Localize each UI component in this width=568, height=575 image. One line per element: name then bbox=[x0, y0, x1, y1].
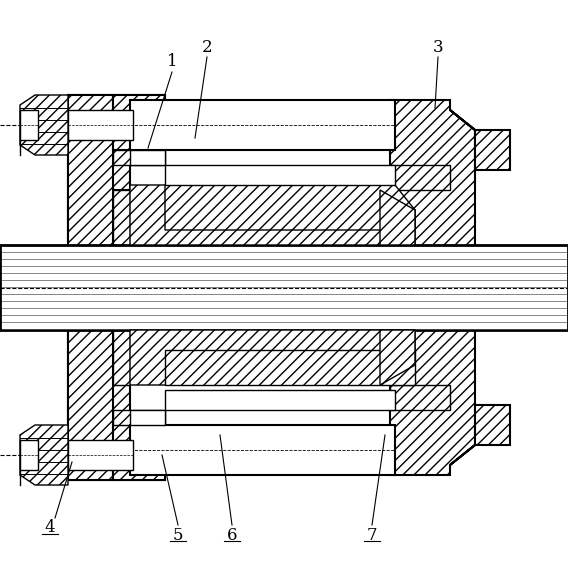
Bar bbox=[165, 390, 395, 410]
Polygon shape bbox=[113, 330, 130, 385]
Polygon shape bbox=[380, 330, 415, 385]
Polygon shape bbox=[380, 190, 415, 245]
Polygon shape bbox=[20, 95, 68, 155]
Polygon shape bbox=[165, 350, 415, 385]
Bar bbox=[20, 110, 38, 140]
Text: 3: 3 bbox=[433, 39, 443, 56]
Polygon shape bbox=[165, 185, 415, 230]
Text: 5: 5 bbox=[173, 527, 183, 543]
Bar bbox=[130, 425, 395, 475]
Polygon shape bbox=[450, 405, 510, 465]
Polygon shape bbox=[113, 150, 165, 165]
Text: 7: 7 bbox=[367, 527, 377, 543]
Bar bbox=[165, 165, 395, 185]
Polygon shape bbox=[130, 330, 415, 385]
Bar bbox=[68, 95, 113, 480]
Polygon shape bbox=[390, 385, 450, 410]
Bar bbox=[130, 100, 395, 150]
Polygon shape bbox=[113, 410, 165, 425]
Bar bbox=[68, 440, 133, 470]
Bar bbox=[0, 245, 568, 330]
Text: 2: 2 bbox=[202, 39, 212, 56]
Polygon shape bbox=[450, 110, 510, 170]
Polygon shape bbox=[113, 425, 165, 480]
Polygon shape bbox=[68, 95, 165, 480]
Text: 1: 1 bbox=[166, 53, 177, 71]
Bar bbox=[68, 110, 133, 140]
Bar bbox=[130, 150, 165, 165]
Bar bbox=[20, 440, 38, 470]
Polygon shape bbox=[390, 165, 450, 190]
Polygon shape bbox=[20, 425, 68, 485]
Polygon shape bbox=[130, 185, 415, 245]
Text: 4: 4 bbox=[45, 519, 55, 536]
Text: 6: 6 bbox=[227, 527, 237, 543]
Polygon shape bbox=[113, 190, 130, 245]
Polygon shape bbox=[113, 95, 165, 150]
Polygon shape bbox=[390, 100, 475, 475]
Bar bbox=[130, 410, 165, 425]
